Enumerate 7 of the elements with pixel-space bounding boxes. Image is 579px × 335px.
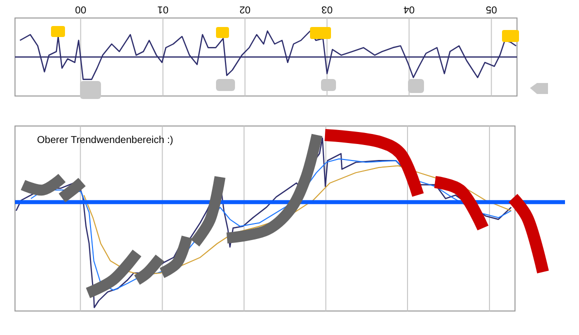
x-tick-label: 02 — [238, 3, 251, 14]
x-tick-label: 00 — [74, 3, 86, 14]
x-tick-label: 01 — [156, 3, 168, 14]
x-tick-label: 05 — [485, 3, 497, 14]
x-tick-label: 03 — [321, 3, 333, 14]
annotation: Oberer Trendwendenbereich :) — [37, 135, 174, 146]
x-tick-label: 04 — [403, 3, 415, 14]
